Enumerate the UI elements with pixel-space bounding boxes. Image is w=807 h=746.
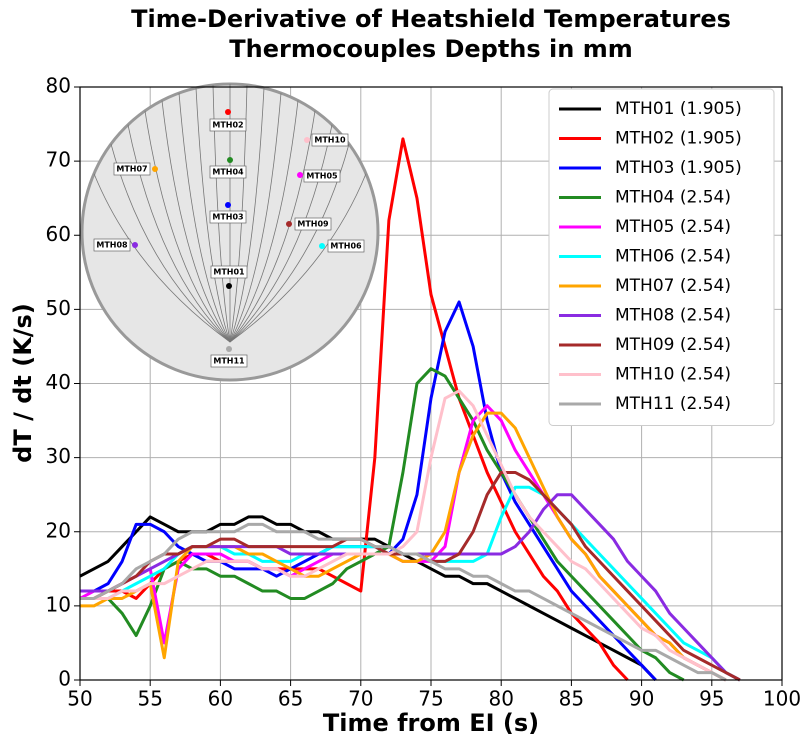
inset-label-box	[303, 169, 341, 183]
legend-label: MTH02 (1.905)	[615, 129, 742, 149]
inset-streamline	[161, 100, 231, 343]
inset-dot	[319, 243, 325, 249]
legend-label: MTH01 (1.905)	[615, 99, 742, 119]
y-tick-label: 10	[46, 592, 71, 616]
series-line	[80, 411, 727, 682]
y-tick-label: 30	[46, 444, 71, 468]
chart-title: Time-Derivative of Heatshield Temperatur…	[131, 5, 731, 33]
x-tick-label: 50	[67, 687, 92, 711]
x-tick-label: 75	[418, 687, 443, 711]
inset-label-box	[113, 162, 151, 176]
inset-label-box	[209, 118, 247, 132]
inset-streamline	[229, 100, 299, 343]
legend-box	[548, 88, 775, 426]
y-tick-label: 60	[46, 222, 71, 246]
inset-label: MTH06	[330, 242, 362, 251]
x-tick-label: 55	[137, 687, 162, 711]
y-tick-label: 20	[46, 518, 71, 542]
y-tick-label: 0	[58, 667, 71, 691]
inset-label: MTH03	[212, 213, 243, 222]
inset-label: MTH04	[212, 168, 244, 177]
inset-dot	[227, 157, 233, 163]
inset-streamline	[127, 124, 231, 343]
y-tick-label: 50	[46, 296, 71, 320]
x-tick-label: 100	[763, 687, 801, 711]
x-tick-label: 95	[699, 687, 724, 711]
y-tick-label: 80	[46, 74, 71, 98]
series-line	[80, 522, 727, 682]
legend-label: MTH07 (2.54)	[615, 276, 731, 296]
x-tick-label: 70	[348, 687, 373, 711]
inset-label: MTH09	[297, 220, 329, 229]
inset-streamline	[229, 93, 282, 343]
inset-label-box	[210, 265, 248, 279]
inset-streamline	[229, 124, 333, 343]
inset-dot	[304, 137, 310, 143]
inset-streamline	[229, 110, 316, 343]
inset-label: MTH08	[96, 241, 128, 250]
legend-label: MTH03 (1.905)	[615, 158, 742, 178]
legend-label: MTH09 (2.54)	[615, 335, 731, 355]
inset-streamline	[93, 173, 231, 343]
inset-label: MTH05	[306, 172, 338, 181]
legend-label: MTH05 (2.54)	[615, 217, 731, 237]
inset-streamline	[178, 93, 231, 343]
inset-dot	[152, 166, 158, 172]
inset-label-box	[209, 210, 247, 224]
inset-label-box	[311, 133, 349, 147]
y-tick-label: 70	[46, 148, 71, 172]
chart-title: Thermocouples Depths in mm	[229, 35, 632, 63]
inset-streamline	[144, 110, 231, 343]
inset-label-box	[294, 217, 332, 231]
inset-label: MTH10	[314, 136, 346, 145]
inset-dot	[286, 221, 292, 227]
x-tick-label: 65	[278, 687, 303, 711]
y-tick-label: 40	[46, 370, 71, 394]
inset-dot	[226, 283, 232, 289]
legend-label: MTH10 (2.54)	[615, 365, 731, 385]
plot-frame	[79, 86, 783, 681]
x-axis-label: Time from EI (s)	[323, 709, 539, 737]
inset-label: MTH01	[213, 268, 245, 277]
inset-label-box	[93, 238, 131, 252]
x-tick-label: 60	[208, 687, 233, 711]
inset-streamline	[229, 173, 367, 343]
legend-label: MTH04 (2.54)	[615, 188, 731, 208]
y-axis-label: dT / dt (K/s)	[9, 303, 37, 463]
inset-dot	[225, 109, 231, 115]
inset-label-box	[209, 165, 247, 179]
inset-label: MTH02	[212, 121, 243, 130]
legend-label: MTH06 (2.54)	[615, 247, 731, 267]
x-tick-label: 85	[559, 687, 584, 711]
inset-dot	[225, 202, 231, 208]
legend-label: MTH08 (2.54)	[615, 306, 731, 326]
inset-label: MTH07	[116, 165, 147, 174]
inset-label: MTH11	[213, 357, 245, 366]
series-line	[80, 493, 741, 682]
inset-dot	[297, 172, 303, 178]
x-tick-label: 80	[488, 687, 513, 711]
inset-streamline	[229, 87, 265, 343]
inset-label-box	[210, 354, 248, 368]
inset-label-box	[327, 239, 365, 253]
inset-streamline	[195, 87, 231, 343]
legend-label: MTH11 (2.54)	[615, 394, 731, 414]
series-line	[80, 389, 727, 682]
x-tick-label: 90	[629, 687, 654, 711]
inset-dot	[226, 346, 232, 352]
inset-dot	[132, 242, 138, 248]
series-line	[79, 515, 657, 682]
